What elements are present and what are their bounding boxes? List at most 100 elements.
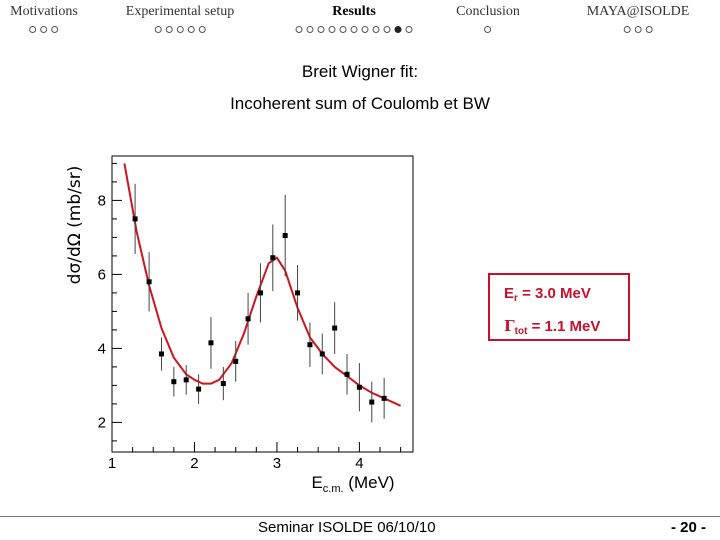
footer-divider [0, 516, 720, 517]
nav-dot[interactable] [176, 26, 184, 33]
axes: 1 2 3 4 2 4 6 8 [98, 155, 414, 472]
nav-dot[interactable] [317, 26, 325, 33]
nav-dot[interactable] [634, 26, 642, 33]
data-point [356, 363, 362, 412]
data-point [381, 378, 387, 419]
point-marker [158, 351, 164, 357]
point-marker [233, 358, 239, 364]
nav-dot[interactable] [154, 26, 162, 33]
data-point [282, 194, 288, 277]
nav-dot[interactable] [372, 26, 380, 33]
data-point [132, 183, 138, 255]
x-tick-label: 4 [355, 455, 363, 472]
data-point [295, 265, 301, 321]
point-marker [369, 399, 375, 405]
y-tick-label: 2 [98, 414, 106, 431]
point-marker [344, 371, 350, 377]
point-marker [132, 216, 138, 222]
point-marker [171, 379, 177, 385]
nav-label: Motivations [10, 4, 78, 19]
point-marker [257, 290, 263, 296]
slide-subtitle: Incoherent sum of Coulomb et BW [230, 94, 490, 113]
nav-dot[interactable] [40, 26, 48, 33]
nav-dot[interactable] [623, 26, 631, 33]
point-marker [295, 290, 301, 296]
data-point [158, 337, 164, 371]
data-point [332, 302, 338, 354]
nav-dots [295, 26, 413, 33]
nav-dot[interactable] [306, 26, 314, 33]
nav-dot[interactable] [295, 26, 303, 33]
point-marker [220, 381, 226, 387]
data-point [270, 224, 276, 292]
nav-dot[interactable] [484, 26, 492, 33]
nav-dots [126, 26, 234, 33]
nav-section-maya-isolde[interactable]: MAYA@ISOLDE [587, 4, 690, 33]
energy-symbol: E [504, 285, 515, 302]
nav-dot[interactable] [187, 26, 195, 33]
nav-dot[interactable] [29, 26, 37, 33]
nav-section-results[interactable]: Results [295, 4, 413, 33]
nav-dots [587, 26, 690, 33]
data-point [233, 341, 239, 382]
gamma-subscript: tot [514, 326, 528, 337]
nav-section-conclusion[interactable]: Conclusion [456, 4, 520, 33]
nav-dot[interactable] [328, 26, 336, 33]
nav-dot[interactable] [405, 26, 413, 33]
nav-dot[interactable] [361, 26, 369, 33]
point-marker [356, 384, 362, 390]
y-axis-label: dσ/dΩ (mb/sr) [65, 166, 85, 285]
point-marker [146, 279, 152, 285]
gamma-symbol: Γ [504, 317, 515, 335]
nav-dot[interactable] [350, 26, 358, 33]
gamma-value: = 1.1 MeV [527, 318, 601, 335]
nav-dots [456, 26, 520, 33]
data-point [307, 322, 313, 367]
data-points [132, 183, 387, 423]
x-axis-label: Ec.m. (MeV) [311, 473, 394, 495]
energy-value: = 3.0 MeV [517, 285, 591, 302]
data-point [220, 366, 226, 401]
data-point [344, 353, 350, 395]
data-point [208, 316, 214, 369]
data-point [171, 366, 177, 397]
axis-labels: Ec.m. (MeV) dσ/dΩ (mb/sr) [65, 166, 395, 495]
nav-dot[interactable] [394, 26, 402, 33]
nav-section-experimental-setup[interactable]: Experimental setup [126, 4, 234, 33]
nav-label: Conclusion [456, 4, 520, 19]
y-tick-label: 8 [98, 192, 106, 209]
point-marker [332, 325, 338, 331]
nav-dot[interactable] [198, 26, 206, 33]
resonance-energy-result: Er = 3.0 MeV [504, 285, 591, 304]
plot-frame [111, 155, 414, 453]
nav-dot[interactable] [51, 26, 59, 33]
point-marker [208, 340, 214, 346]
nav-label: Experimental setup [125, 4, 235, 19]
nav-dot[interactable] [383, 26, 391, 33]
point-marker [307, 342, 313, 348]
data-point [319, 333, 325, 375]
total-width-result: Γtot = 1.1 MeV [504, 317, 600, 337]
data-point [245, 292, 251, 345]
point-marker [381, 395, 387, 401]
point-marker [196, 386, 202, 392]
cross-section-chart: 1 2 3 4 2 4 6 8 Ec.m. (MeV) dσ/dΩ (mb/sr) [65, 155, 414, 495]
point-marker [245, 316, 251, 322]
nav-label: Results [332, 4, 376, 19]
nav-dot[interactable] [339, 26, 347, 33]
nav-dot[interactable] [645, 26, 653, 33]
nav-dot[interactable] [165, 26, 173, 33]
data-point [257, 263, 263, 323]
x-tick-label: 2 [190, 455, 198, 472]
x-tick-label: 3 [273, 455, 281, 472]
x-tick-label: 1 [108, 455, 116, 472]
data-point [369, 381, 375, 423]
data-point [146, 252, 152, 312]
nav-section-motivations[interactable]: Motivations [10, 4, 78, 33]
point-marker [282, 233, 288, 239]
page-number: - 20 - [670, 519, 706, 536]
nav-dots [10, 26, 78, 33]
slide-title: Breit Wigner fit: [301, 62, 419, 81]
data-point [196, 374, 202, 404]
energy-subscript: r [514, 293, 518, 304]
